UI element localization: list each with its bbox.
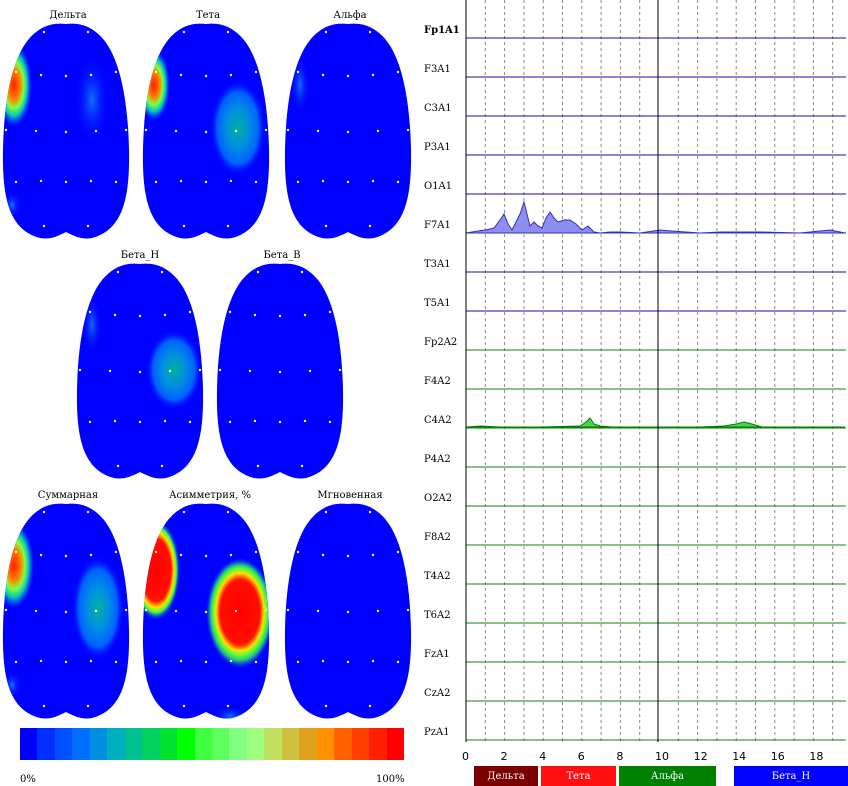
channel-label-f4a2[interactable]: F4A2 <box>424 376 451 387</box>
band-2[interactable]: Альфа <box>619 766 716 786</box>
map-title-beta-n: Бета_Н <box>120 250 160 261</box>
map-title-inst: Мгновенная <box>317 490 383 501</box>
channel-label-o1a1[interactable]: O1A1 <box>424 181 453 192</box>
colorbar-swatch <box>351 728 370 760</box>
channel-label-t5a1[interactable]: T5A1 <box>424 298 451 309</box>
colorbar-swatch <box>334 728 352 760</box>
colorbar-max-label: 100% <box>376 774 405 785</box>
x-tick: 2 <box>500 750 508 763</box>
map-title-asym: Асимметрия, % <box>168 490 252 501</box>
colorbar-swatch <box>386 728 404 760</box>
colorbar-swatch <box>246 728 265 760</box>
band-3[interactable]: Бета_Н <box>734 766 848 786</box>
spectrum-c4a2 <box>465 417 845 428</box>
channel-label-p4a2[interactable]: P4A2 <box>424 454 451 465</box>
map-title-alpha: Альфа <box>333 10 367 21</box>
colorbar <box>20 728 404 760</box>
colorbar-swatch <box>229 728 247 760</box>
channel-label-f8a2[interactable]: F8A2 <box>424 532 451 543</box>
map-title-beta-v: Бета_В <box>263 250 301 261</box>
x-tick: 6 <box>577 750 585 763</box>
colorbar-swatch <box>107 728 125 760</box>
channel-label-fp1a1[interactable]: Fp1A1 <box>424 25 460 36</box>
colorbar-swatch <box>369 728 387 760</box>
colorbar-swatch <box>124 728 143 760</box>
vertical-gridlines <box>484 0 834 742</box>
colorbar-swatch <box>316 728 335 760</box>
channel-label-fp2a2[interactable]: Fp2A2 <box>424 337 458 348</box>
colorbar-swatch <box>177 728 195 760</box>
x-tick: 16 <box>770 750 785 763</box>
channel-label-t4a2[interactable]: T4A2 <box>424 571 451 582</box>
channel-label-o2a2[interactable]: O2A2 <box>424 493 453 504</box>
colorbar-min-label: 0% <box>20 774 36 785</box>
x-tick: 4 <box>539 750 547 763</box>
spectrum-f7a1 <box>465 200 846 234</box>
x-tick: 12 <box>693 750 708 763</box>
colorbar-swatch <box>89 728 108 760</box>
map-title-theta: Тета <box>195 10 221 21</box>
colorbar-swatch <box>264 728 282 760</box>
channel-label-c4a2[interactable]: C4A2 <box>424 415 452 426</box>
colorbar-swatch <box>281 728 300 760</box>
colorbar-swatch <box>194 728 212 760</box>
channel-label-c3a1[interactable]: C3A1 <box>424 103 452 114</box>
channel-label-f7a1[interactable]: F7A1 <box>424 220 451 231</box>
colorbar-swatch <box>211 728 230 760</box>
x-tick: 0 <box>462 750 469 763</box>
x-tick: 18 <box>809 750 824 763</box>
channel-label-t6a2[interactable]: T6A2 <box>424 610 451 621</box>
colorbar-swatch <box>54 728 73 760</box>
band-0[interactable]: Дельта <box>474 766 538 786</box>
channel-baselines <box>466 37 846 741</box>
x-tick: 8 <box>616 750 624 763</box>
channel-label-t3a1[interactable]: T3A1 <box>424 259 451 270</box>
map-title-delta: Дельта <box>49 10 87 21</box>
channel-label-f3a1[interactable]: F3A1 <box>424 64 451 75</box>
colorbar-swatch <box>159 728 178 760</box>
map-title-sum: Суммарная <box>37 490 99 501</box>
channel-label-pza1[interactable]: PzA1 <box>424 727 450 738</box>
colorbar-swatch <box>37 728 55 760</box>
channel-label-cza2[interactable]: CzA2 <box>424 688 451 699</box>
channel-label-fza1[interactable]: FzA1 <box>424 649 450 660</box>
topomaps-svg <box>2 23 412 719</box>
colorbar-swatch <box>299 728 317 760</box>
colorbar-swatch <box>20 728 38 760</box>
band-1[interactable]: Тета <box>541 766 616 786</box>
colorbar-swatch <box>72 728 90 760</box>
x-tick: 10 <box>655 750 669 763</box>
x-tick: 14 <box>732 750 747 763</box>
colorbar-swatch <box>142 728 160 760</box>
channel-label-p3a1[interactable]: P3A1 <box>424 142 451 153</box>
